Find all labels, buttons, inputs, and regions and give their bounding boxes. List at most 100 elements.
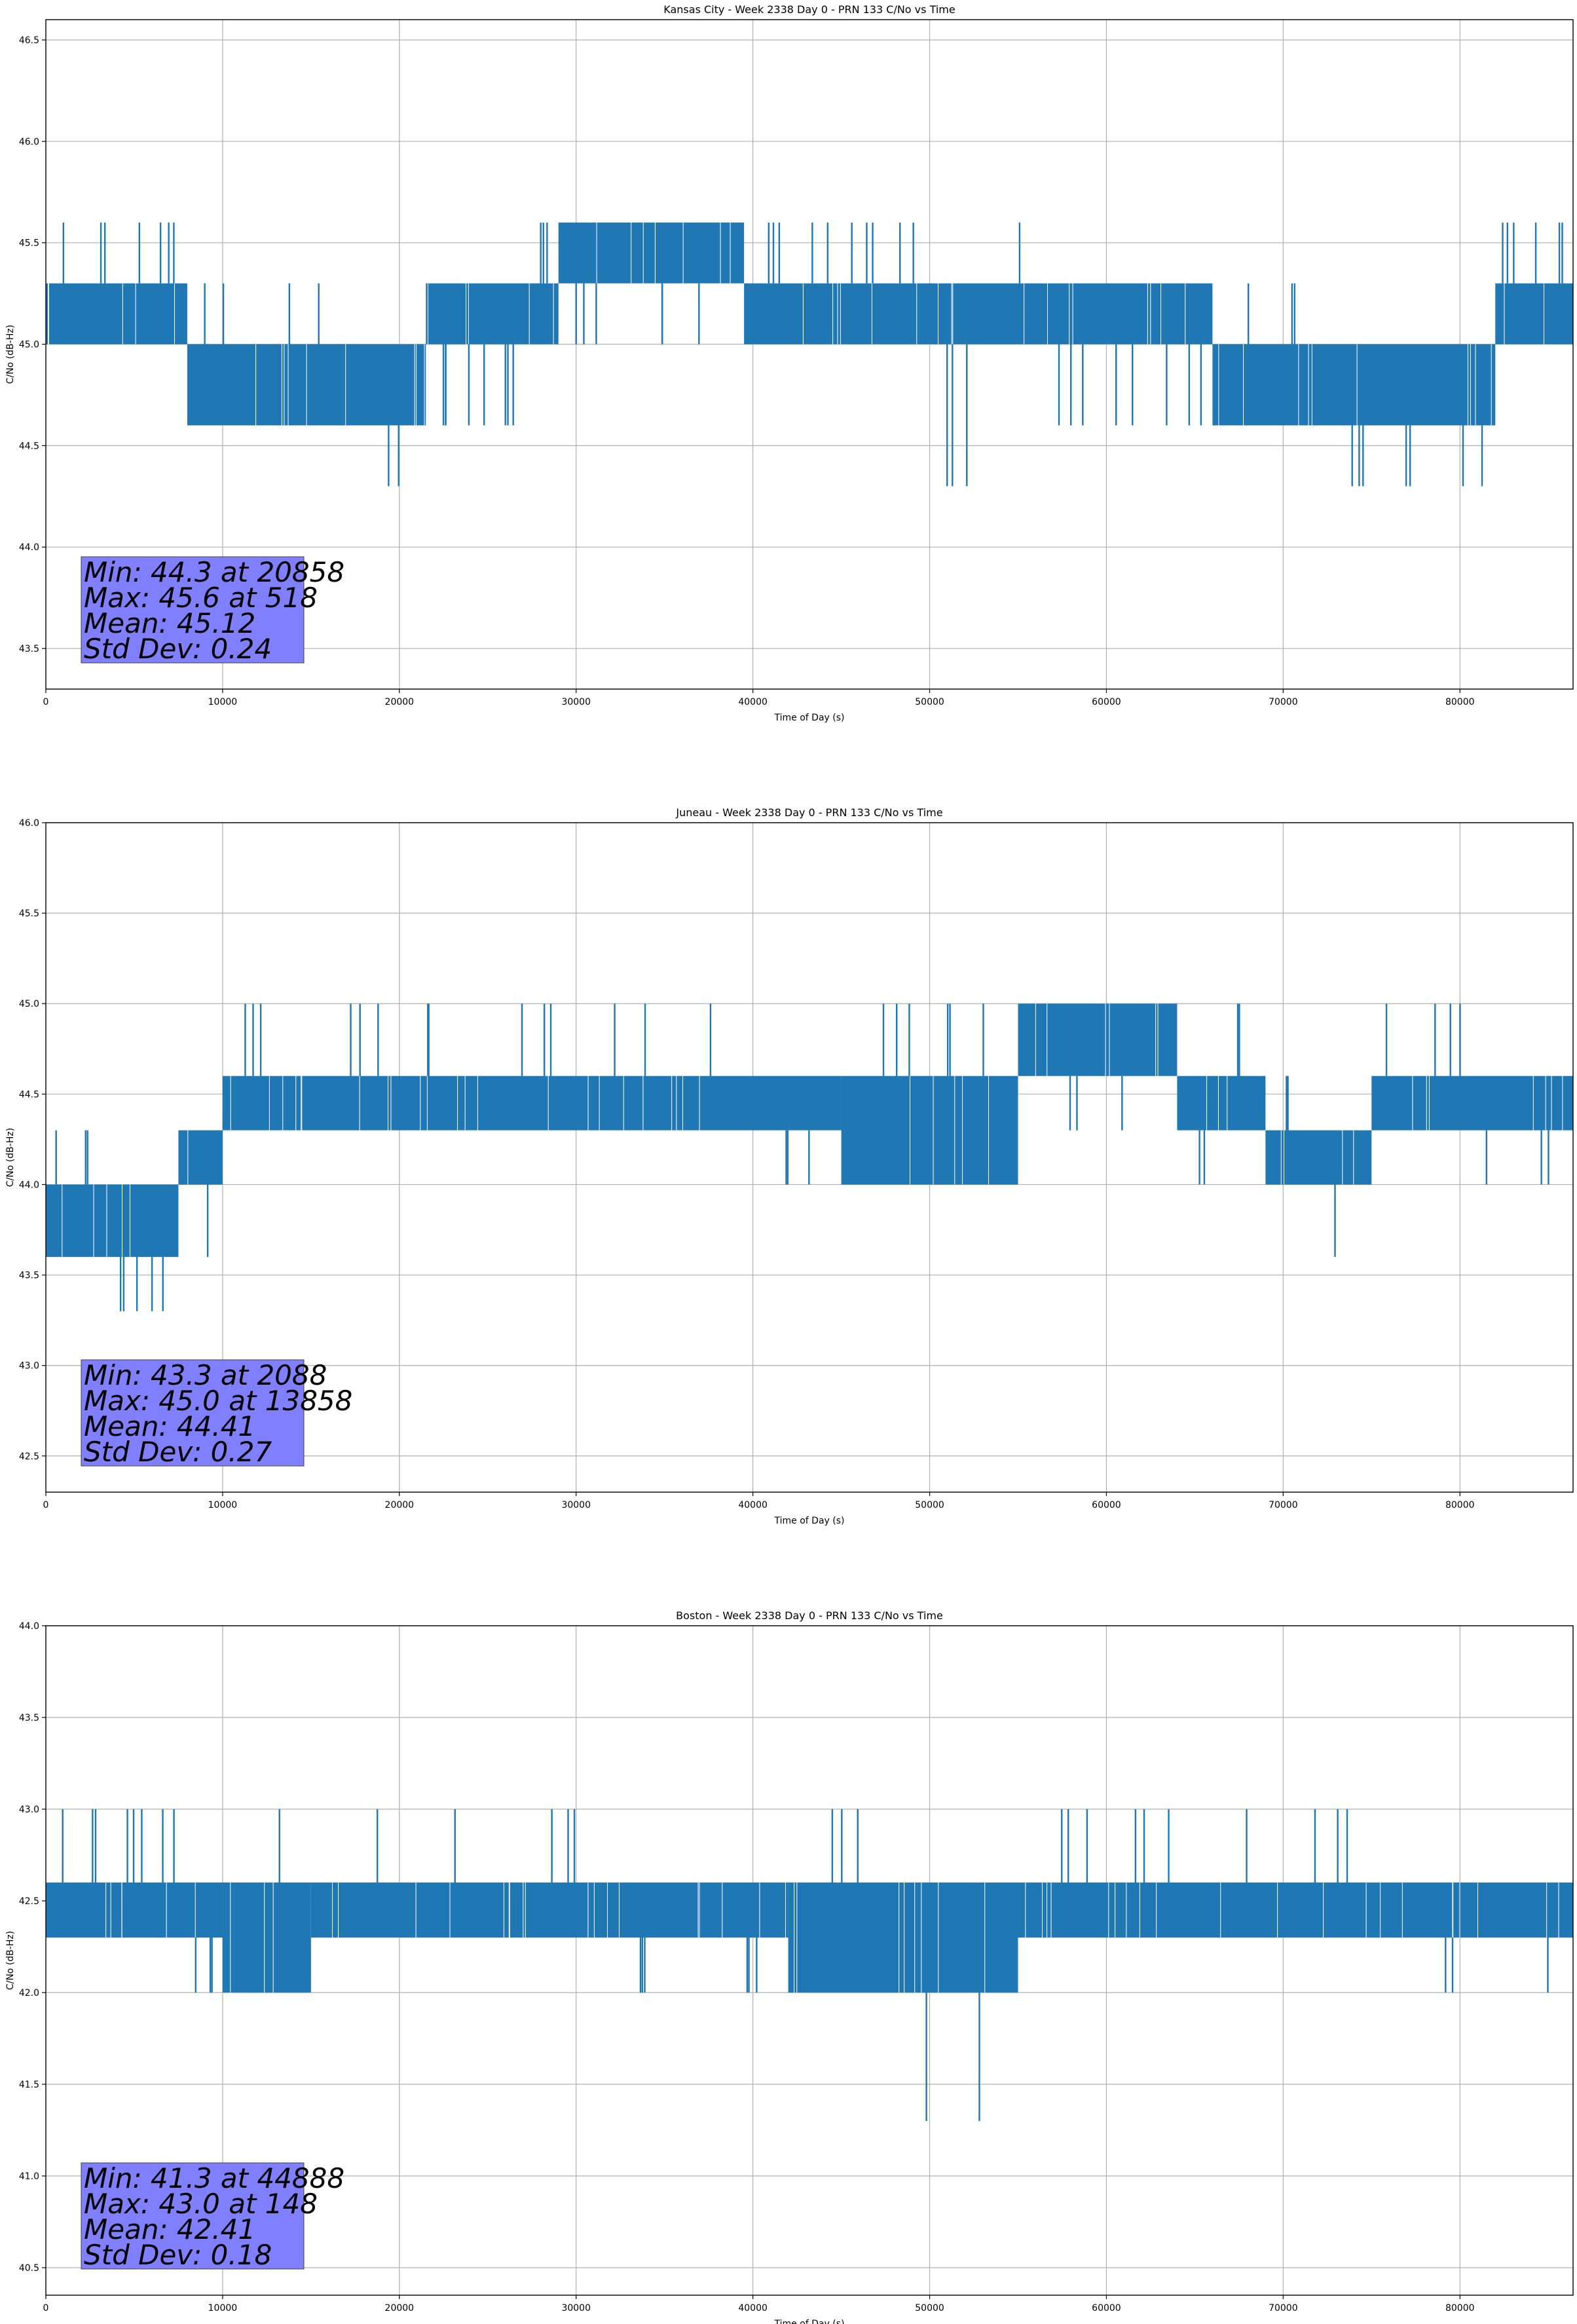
y-tick-label: 45.5 <box>19 238 39 249</box>
y-axis-label: C/No (dB-Hz) <box>5 1128 16 1187</box>
x-tick-label: 30000 <box>561 1500 591 1510</box>
x-tick-label: 50000 <box>915 1500 944 1510</box>
chart-title: Juneau - Week 2338 Day 0 - PRN 133 C/No … <box>675 806 942 819</box>
stats-line: Max: 45.6 at 518 <box>84 582 318 614</box>
series-band-2 <box>222 1076 842 1131</box>
series-band-4 <box>1018 1883 1573 1938</box>
series-band-6 <box>1212 344 1496 426</box>
x-axis-label: Time of Day (s) <box>774 2319 845 2324</box>
stats-line: Mean: 45.12 <box>84 607 255 639</box>
y-axis-label: C/No (dB-Hz) <box>5 1931 16 1990</box>
series-band-3 <box>788 1883 1018 1993</box>
series-band-3 <box>841 1076 1018 1185</box>
y-axis-label: C/No (dB-Hz) <box>5 325 16 384</box>
x-tick-label: 80000 <box>1445 1500 1475 1510</box>
y-tick-label: 44.0 <box>19 1621 39 1632</box>
y-tick-label: 45.5 <box>19 909 39 919</box>
y-tick-label: 42.0 <box>19 1988 39 1998</box>
series-band-0 <box>46 1883 223 1938</box>
series-band-5 <box>1177 1076 1266 1131</box>
stats-line: Min: 41.3 at 44888 <box>84 2162 344 2194</box>
y-tick-label: 42.5 <box>19 1896 39 1907</box>
y-tick-label: 41.0 <box>19 2171 39 2182</box>
chart-panel-3: 0 10000 20000 30000 40000 50000 60000 70000 8000… <box>5 1609 1574 2324</box>
x-tick-label: 40000 <box>738 697 768 707</box>
series-band-7 <box>1371 1076 1573 1131</box>
x-tick-label: 0 <box>43 1500 49 1510</box>
x-axis-label: Time of Day (s) <box>774 1516 845 1526</box>
stats-line: Min: 44.3 at 20858 <box>84 556 344 588</box>
x-tick-label: 60000 <box>1092 697 1121 707</box>
stats-line: Mean: 44.41 <box>84 1410 255 1442</box>
chart-title: Kansas City - Week 2338 Day 0 - PRN 133 … <box>663 3 955 16</box>
x-tick-label: 70000 <box>1269 1500 1298 1510</box>
series-band-1 <box>222 1883 311 1993</box>
x-tick-label: 10000 <box>208 2303 238 2314</box>
stats-line: Std Dev: 0.24 <box>84 633 272 665</box>
series-band-3 <box>558 222 745 284</box>
x-tick-label: 0 <box>43 2303 49 2314</box>
stats-line: Std Dev: 0.18 <box>84 2239 272 2271</box>
x-tick-label: 20000 <box>385 697 415 707</box>
stats-line: Max: 45.0 at 13858 <box>84 1385 352 1417</box>
y-tick-label: 43.5 <box>19 1271 39 1281</box>
x-tick-label: 70000 <box>1269 697 1298 707</box>
axes-frame <box>45 1625 1574 2296</box>
x-tick-label: 0 <box>43 697 49 707</box>
x-tick-label: 70000 <box>1269 2303 1298 2314</box>
stats-box <box>81 556 305 664</box>
y-tick-label: 46.5 <box>19 35 39 46</box>
y-tick-label: 41.5 <box>19 2080 39 2090</box>
x-tick-label: 20000 <box>385 1500 415 1510</box>
stats-box <box>81 2162 305 2270</box>
series-band-0 <box>46 1184 179 1257</box>
x-tick-label: 30000 <box>561 697 591 707</box>
chart-title: Boston - Week 2338 Day 0 - PRN 133 C/No … <box>676 1609 943 1622</box>
stats-line: Mean: 42.41 <box>84 2213 255 2245</box>
data-series <box>46 1809 1573 2121</box>
series-band-0 <box>46 283 187 345</box>
x-tick-label: 60000 <box>1092 1500 1121 1510</box>
stats-line: Std Dev: 0.27 <box>84 1436 272 1468</box>
x-axis-label: Time of Day (s) <box>774 713 845 723</box>
y-tick-label: 43.0 <box>19 1805 39 1815</box>
y-tick-label: 44.5 <box>19 441 39 451</box>
stats-box <box>81 1359 305 1467</box>
x-tick-label: 10000 <box>208 697 238 707</box>
chart-panel-2: 0 10000 20000 30000 40000 50000 60000 70000 8000… <box>5 806 1574 1526</box>
series-band-2 <box>310 1883 788 1938</box>
series-band-4 <box>744 283 983 345</box>
y-tick-label: 42.5 <box>19 1452 39 1462</box>
series-band-1 <box>178 1130 223 1185</box>
stats-line: Max: 43.0 at 148 <box>84 2188 318 2220</box>
y-tick-label: 44.0 <box>19 1180 39 1190</box>
y-tick-label: 44.0 <box>19 542 39 553</box>
y-tick-label: 46.0 <box>19 818 39 829</box>
chart-panel-1: 0 10000 20000 30000 40000 50000 60000 70000 8000… <box>5 3 1574 723</box>
x-tick-label: 40000 <box>738 1500 768 1510</box>
series-band-2 <box>426 283 559 345</box>
data-series <box>46 222 1573 487</box>
y-tick-label: 46.0 <box>19 137 39 147</box>
y-tick-label: 45.0 <box>19 340 39 350</box>
y-tick-label: 43.5 <box>19 644 39 654</box>
x-tick-label: 60000 <box>1092 2303 1121 2314</box>
y-tick-label: 44.5 <box>19 1089 39 1100</box>
data-series <box>46 1003 1573 1311</box>
y-tick-label: 43.5 <box>19 1713 39 1723</box>
x-tick-label: 50000 <box>915 2303 944 2314</box>
y-tick-label: 45.0 <box>19 999 39 1009</box>
x-tick-label: 80000 <box>1445 697 1475 707</box>
axes-frame <box>45 822 1574 1493</box>
series-band-5 <box>982 283 1213 345</box>
x-tick-label: 10000 <box>208 1500 238 1510</box>
series-band-7 <box>1495 283 1573 345</box>
x-tick-label: 50000 <box>915 697 944 707</box>
y-tick-label: 43.0 <box>19 1361 39 1372</box>
y-tick-label: 40.5 <box>19 2263 39 2274</box>
stats-line: Min: 43.3 at 2088 <box>84 1359 327 1391</box>
x-tick-label: 30000 <box>561 2303 591 2314</box>
series-band-4 <box>1018 1003 1178 1076</box>
axes-frame <box>45 19 1574 690</box>
